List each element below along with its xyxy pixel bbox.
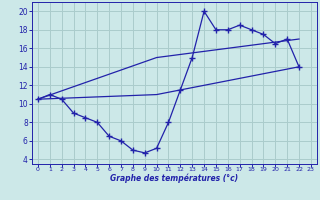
X-axis label: Graphe des températures (°c): Graphe des températures (°c): [110, 174, 238, 183]
